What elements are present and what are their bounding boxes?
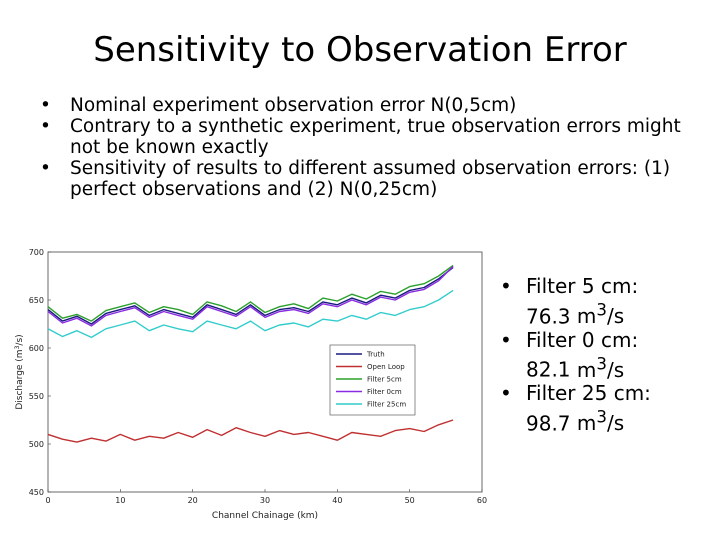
legend-label: Filter 0cm: [367, 388, 402, 396]
x-tick-label: 0: [45, 496, 50, 505]
y-tick-label: 500: [29, 440, 44, 449]
bullet-item: • Sensitivity of results to different ass…: [40, 158, 700, 200]
result-unit: m3/s: [576, 407, 625, 436]
bullet-dot: •: [40, 95, 51, 116]
y-tick-label: 550: [29, 392, 44, 401]
x-tick-label: 10: [115, 496, 125, 505]
legend-label: Filter 25cm: [367, 401, 406, 409]
bullet-item: • Contrary to a synthetic experiment, tru…: [40, 116, 700, 158]
bullet-list: • Nominal experiment observation error N(…: [40, 95, 700, 200]
series-line-filter-5cm: [47, 264, 454, 322]
bullet-dot: •: [500, 327, 512, 352]
result-value: 98.7: [526, 411, 571, 436]
y-tick-label: 700: [29, 248, 44, 257]
bullet-dot: •: [40, 158, 51, 179]
result-value: 76.3: [526, 304, 571, 329]
bullet-item: • Nominal experiment observation error N(…: [40, 95, 700, 116]
result-unit: m3/s: [576, 354, 625, 382]
x-tick-label: 30: [260, 496, 270, 505]
bullet-text: Contrary to a synthetic experiment, true…: [70, 116, 681, 158]
x-tick-label: 20: [188, 496, 198, 505]
legend-label: Filter 5cm: [367, 376, 402, 384]
y-tick-label: 600: [29, 344, 44, 353]
bullet-text: Sensitivity of results to different assu…: [70, 158, 671, 200]
results-list: • Filter 5 cm: 76.3 m3/s • Filter 0 cm: …: [500, 274, 710, 436]
bullet-dot: •: [500, 274, 512, 298]
result-label: Filter 0 cm:: [526, 327, 639, 352]
result-label: Filter 5 cm:: [526, 274, 639, 298]
result-item: • Filter 0 cm: 82.1 m3/s: [500, 327, 710, 383]
result-label: Filter 25 cm:: [526, 381, 651, 406]
legend-label: Open Loop: [367, 363, 405, 371]
slide-title: Sensitivity to Observation Error: [93, 30, 627, 70]
bullet-dot: •: [40, 116, 51, 137]
bullet-dot: •: [500, 381, 512, 406]
bullet-text: Nominal experiment observation error N(0…: [70, 95, 517, 116]
plot-area: [47, 251, 483, 493]
chart-legend: Truth Open Loop Filter 5cm Filter 0cm Filter…: [329, 344, 416, 416]
legend-label: Truth: [366, 351, 385, 359]
y-axis-title: Discharge (m3/s): [14, 334, 26, 409]
x-axis-title: Channel Chainage (km): [212, 511, 318, 521]
series-line-filter-25cm: [47, 289, 454, 339]
result-item: • Filter 5 cm: 76.3 m3/s: [500, 274, 710, 329]
result-item: • Filter 25 cm: 98.7 m3/s: [500, 382, 710, 436]
series-line-filter-0cm: [47, 265, 454, 327]
x-tick-label: 40: [332, 496, 342, 505]
y-tick-label: 450: [29, 488, 44, 497]
series-line-truth: [47, 266, 454, 325]
y-tick-label: 650: [29, 296, 44, 305]
series-line-open-loop: [47, 419, 454, 443]
result-value: 82.1: [526, 357, 571, 382]
result-unit: m3/s: [576, 300, 625, 329]
x-tick-label: 50: [405, 496, 415, 505]
x-tick-label: 60: [477, 496, 487, 505]
discharge-chart: 0 10 20 30 40 50 60 450 500 550 600 650 700 Channel …: [14, 248, 488, 521]
